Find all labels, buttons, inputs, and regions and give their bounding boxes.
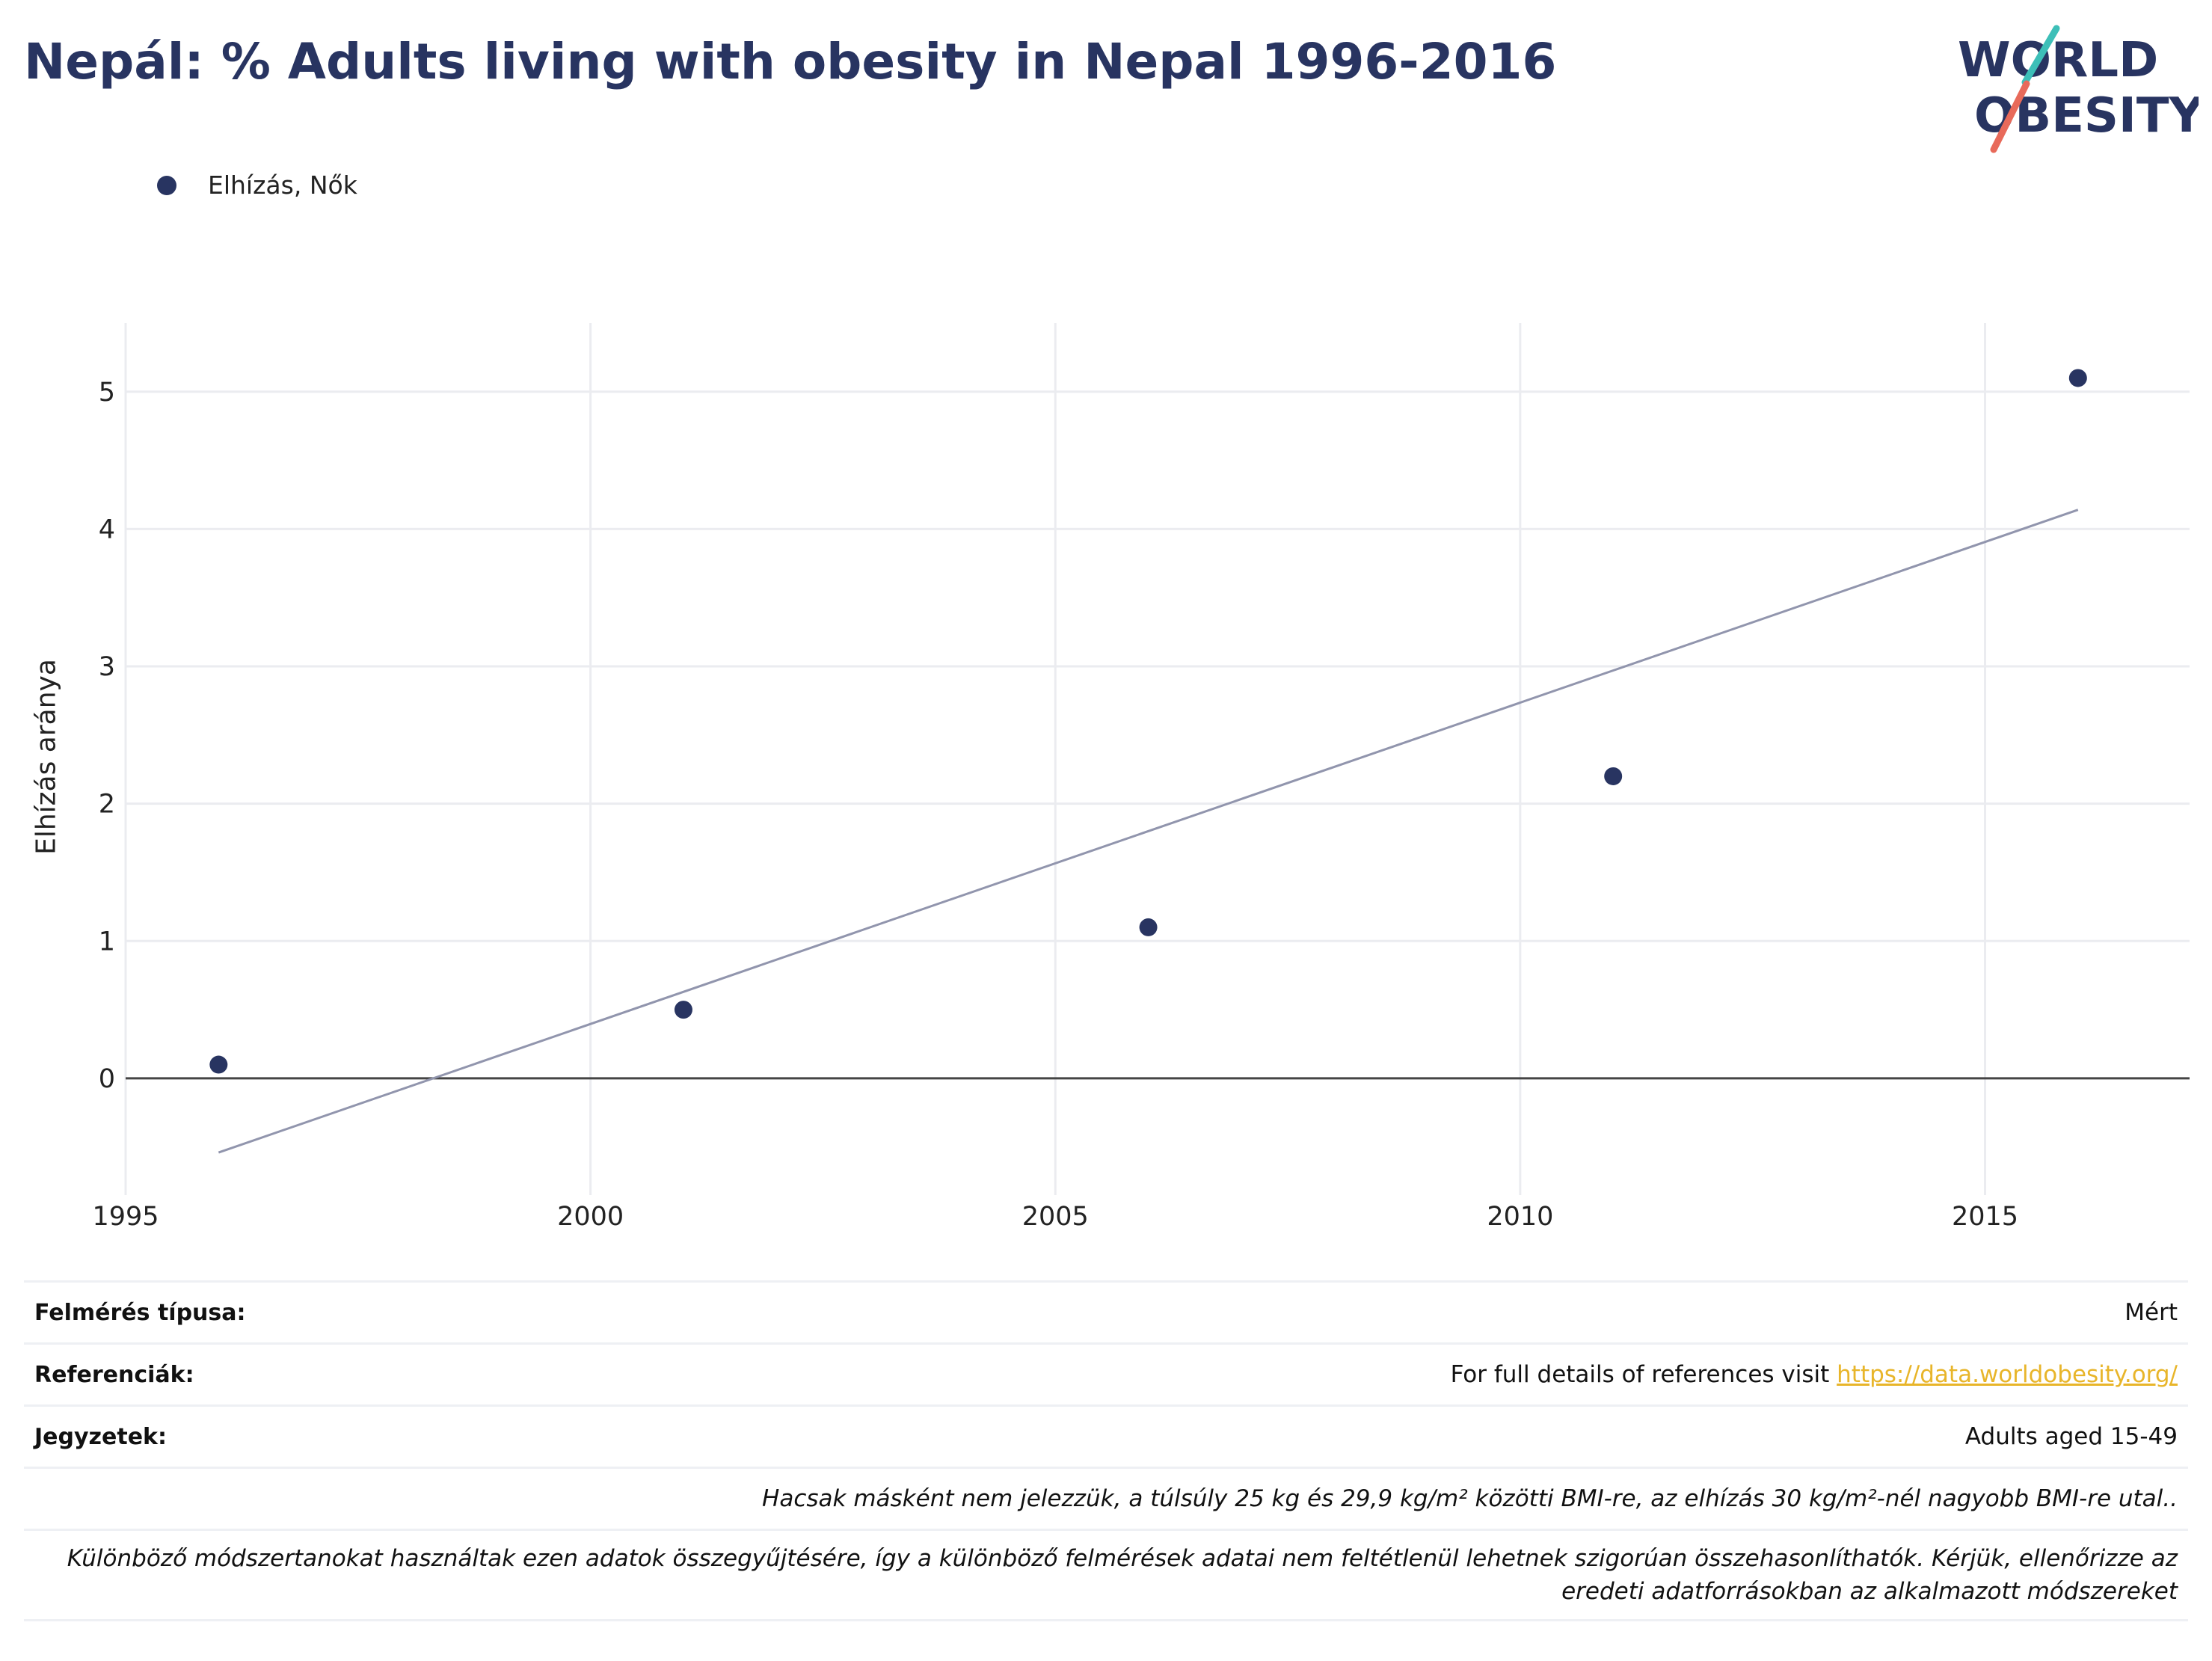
data-point	[674, 1001, 692, 1019]
y-tick-label: 0	[99, 1064, 115, 1094]
notes-label: Jegyzetek:	[34, 1423, 167, 1450]
legend-marker	[157, 175, 176, 195]
references-text: For full details of references visit	[1450, 1361, 1837, 1388]
world-obesity-logo: WORLD OBESITY	[1958, 25, 2199, 153]
references-link[interactable]: https://data.worldobesity.org/	[1837, 1361, 2178, 1388]
y-tick-label: 3	[99, 652, 115, 682]
info-table: Felmérés típusa: Mért Referenciák: For f…	[24, 1280, 2188, 1621]
survey-type-label: Felmérés típusa:	[34, 1299, 246, 1326]
survey-type-value: Mért	[2125, 1299, 2178, 1326]
x-tick-label: 2000	[557, 1202, 624, 1232]
chart-legend[interactable]: Elhízás, Nők	[157, 171, 357, 200]
x-tick-label: 2005	[1022, 1202, 1089, 1232]
bmi-note-row: Hacsak másként nem jelezzük, a túlsúly 2…	[24, 1467, 2188, 1529]
notes-value: Adults aged 15-49	[1964, 1423, 2178, 1450]
y-tick-label: 1	[99, 927, 115, 957]
data-point	[209, 1055, 228, 1074]
data-point	[1604, 767, 1623, 785]
data-point	[2068, 369, 2087, 387]
legend-label: Elhízás, Nők	[208, 171, 357, 200]
x-tick-label: 2010	[1487, 1202, 1553, 1232]
y-axis-title: Elhízás aránya	[31, 659, 62, 855]
y-tick-label: 5	[99, 378, 115, 408]
methods-note: Különböző módszertanokat használtak ezen…	[67, 1545, 2178, 1605]
scatter-chart: 1995 2000 2005 2010 2015 0 1 2 3 4 5	[92, 323, 2190, 1232]
survey-type-row: Felmérés típusa: Mért	[24, 1280, 2188, 1342]
page-title: Nepál: % Adults living with obesity in N…	[24, 33, 1557, 90]
trendline	[218, 509, 2079, 1154]
x-tick-label: 1995	[92, 1202, 159, 1232]
y-tick-label: 4	[99, 515, 115, 544]
methods-note-row: Különböző módszertanokat használtak ezen…	[24, 1529, 2188, 1621]
x-tick-label: 2015	[1952, 1202, 2018, 1232]
bmi-note: Hacsak másként nem jelezzük, a túlsúly 2…	[762, 1485, 2178, 1512]
logo-slash-teal	[2021, 25, 2060, 86]
logo-text-world: WORLD	[1958, 33, 2158, 88]
references-value: For full details of references visit htt…	[1451, 1361, 2178, 1388]
data-point	[1139, 918, 1158, 936]
notes-row: Jegyzetek: Adults aged 15-49	[24, 1404, 2188, 1467]
y-tick-label: 2	[99, 790, 115, 820]
logo-slash-coral	[1990, 80, 2030, 153]
references-label: Referenciák:	[34, 1361, 194, 1388]
references-row: Referenciák: For full details of referen…	[24, 1342, 2188, 1404]
